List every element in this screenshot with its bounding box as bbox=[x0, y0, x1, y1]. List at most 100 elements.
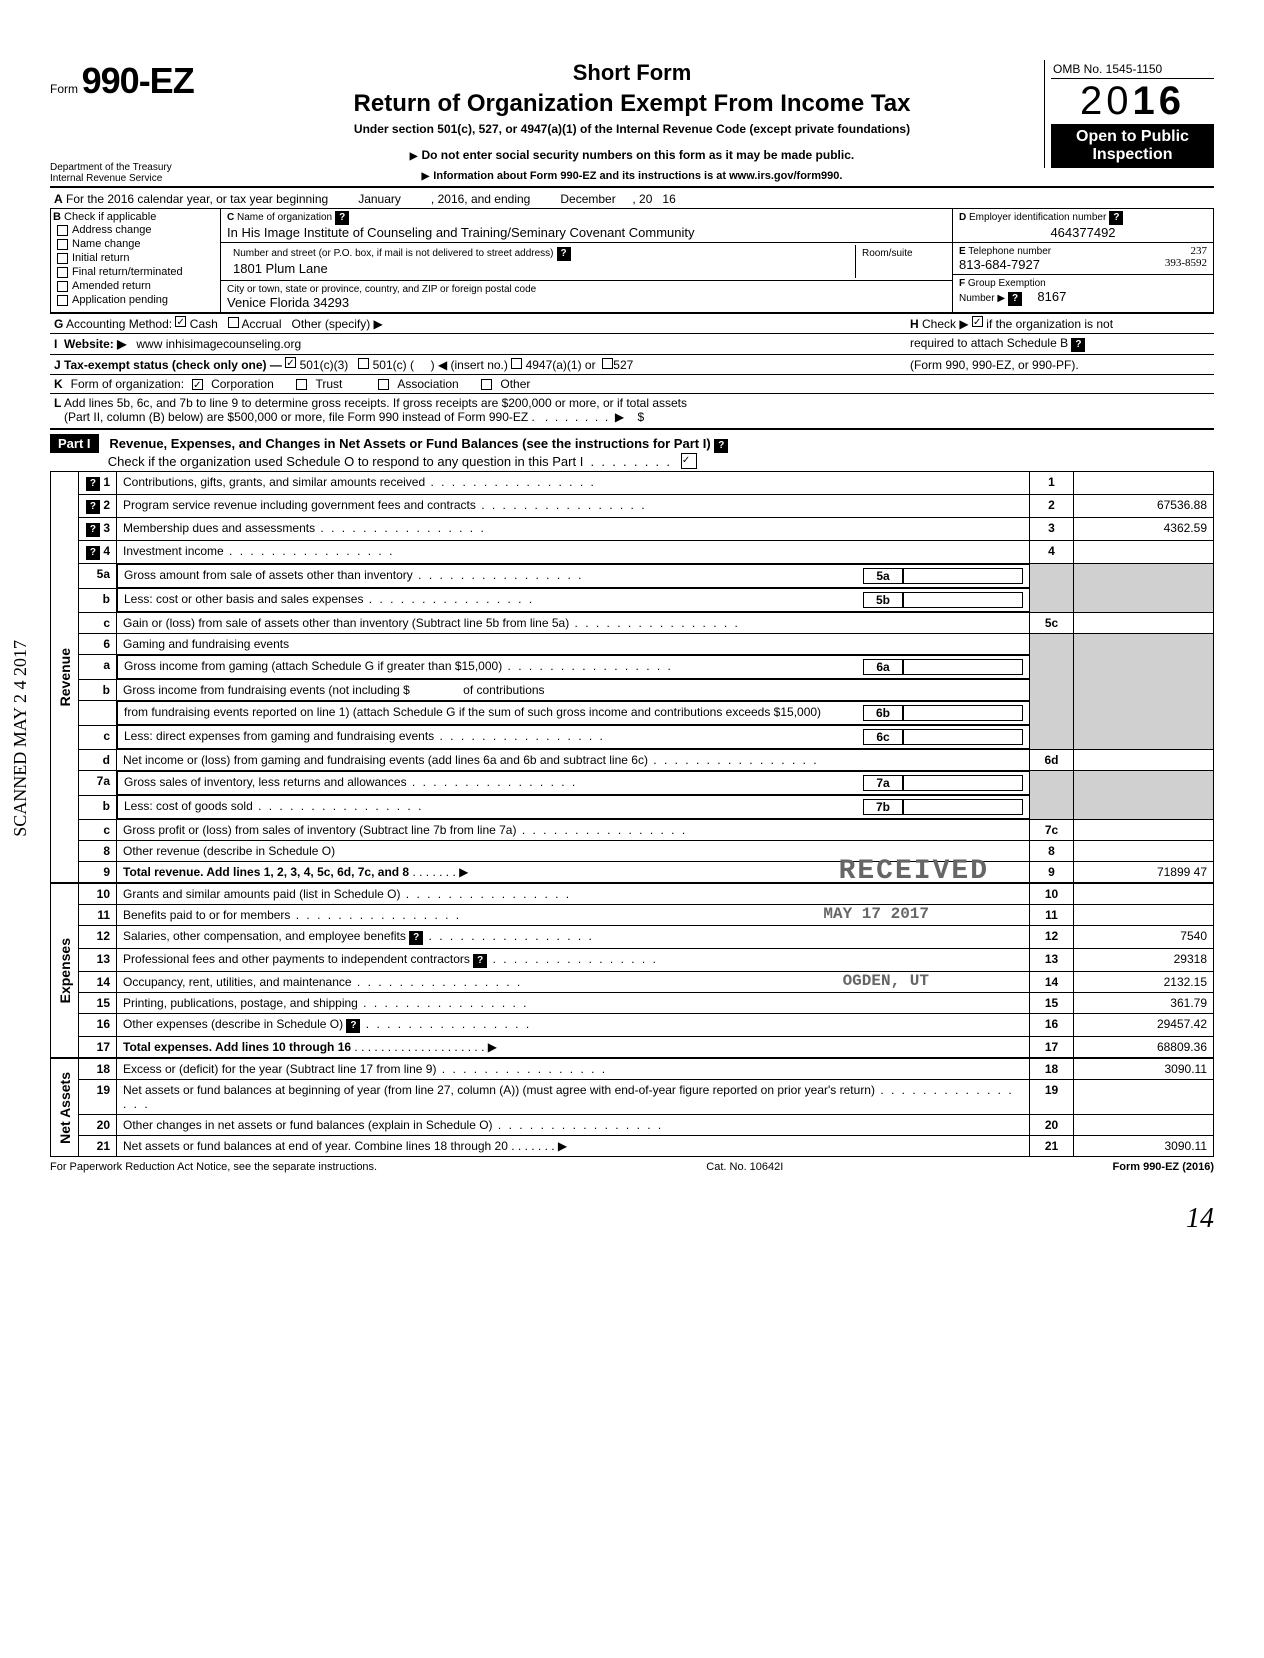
b-label: Check if applicable bbox=[64, 211, 156, 223]
revenue-table: ? 1Contributions, gifts, grants, and sim… bbox=[78, 471, 1214, 883]
info-line: Information about Form 990-EZ and its in… bbox=[230, 170, 1034, 182]
line-19-text: Net assets or fund balances at beginning… bbox=[117, 1080, 1030, 1115]
k-trust: Trust bbox=[315, 377, 342, 391]
cb-initial-return[interactable]: Initial return bbox=[53, 251, 218, 265]
cb-trust[interactable] bbox=[296, 379, 307, 390]
line-9-val: 71899 47 bbox=[1074, 862, 1214, 883]
line-5b-text: Less: cost or other basis and sales expe… bbox=[124, 592, 863, 608]
k-label: Form of organization: bbox=[71, 377, 184, 391]
form-header: Form 990-EZ Department of the Treasury I… bbox=[50, 60, 1214, 184]
h-text3: (Form 990, 990-EZ, or 990-PF). bbox=[910, 358, 1079, 372]
i-label: Website: ▶ bbox=[64, 337, 126, 351]
line-15-val: 361.79 bbox=[1074, 993, 1214, 1014]
cb-schedule-o[interactable] bbox=[681, 453, 697, 469]
col-c: C Name of organization ? In His Image In… bbox=[221, 209, 953, 312]
cb-501c3[interactable] bbox=[285, 357, 296, 368]
net-assets-label: Net Assets bbox=[55, 1068, 75, 1148]
b-item-2: Initial return bbox=[72, 252, 129, 264]
j-c: 501(c) ( bbox=[373, 358, 414, 372]
row-k: K Form of organization: Corporation Trus… bbox=[50, 374, 1214, 393]
footer-left: For Paperwork Reduction Act Notice, see … bbox=[50, 1161, 377, 1173]
line-18-val: 3090.11 bbox=[1074, 1059, 1214, 1080]
scanned-stamp: SCANNED MAY 2 4 2017 bbox=[10, 640, 31, 837]
expenses-section: Expenses 10Grants and similar amounts pa… bbox=[50, 883, 1214, 1058]
line-6-text: Gaming and fundraising events bbox=[117, 634, 1030, 655]
net-assets-table: 18Excess or (deficit) for the year (Subt… bbox=[78, 1058, 1214, 1157]
main-title: Return of Organization Exempt From Incom… bbox=[230, 90, 1034, 118]
line-7c-text: Gross profit or (loss) from sales of inv… bbox=[117, 820, 1030, 841]
b-item-0: Address change bbox=[72, 224, 152, 236]
part1-label: Part I bbox=[50, 434, 99, 453]
line-16: 16Other expenses (describe in Schedule O… bbox=[79, 1014, 1214, 1037]
line-13-val: 29318 bbox=[1074, 949, 1214, 972]
revenue-label: Revenue bbox=[55, 644, 75, 710]
open-to-public: Open to Public Inspection bbox=[1051, 124, 1214, 168]
footer: For Paperwork Reduction Act Notice, see … bbox=[50, 1161, 1214, 1173]
line-6a-text: Gross income from gaming (attach Schedul… bbox=[124, 659, 863, 675]
footer-right: Form 990-EZ (2016) bbox=[1113, 1161, 1214, 1173]
group-exemption: 8167 bbox=[1037, 289, 1066, 304]
help-icon: ? bbox=[335, 211, 349, 225]
line-9-text: Total revenue. Add lines 1, 2, 3, 4, 5c,… bbox=[123, 865, 409, 879]
ogden-stamp: OGDEN, UT bbox=[843, 972, 929, 990]
line-21-val: 3090.11 bbox=[1074, 1136, 1214, 1157]
row-gh: G Accounting Method: Cash Accrual Other … bbox=[50, 313, 1214, 333]
cb-527[interactable] bbox=[602, 358, 613, 369]
received-stamp: RECEIVED bbox=[839, 856, 989, 887]
line-5c-val bbox=[1074, 613, 1214, 634]
j-label: Tax-exempt status (check only one) — bbox=[64, 358, 282, 372]
form-number: 990-EZ bbox=[82, 60, 194, 101]
line-6b-text3: from fundraising events reported on line… bbox=[124, 705, 863, 721]
line-15: 15Printing, publications, postage, and s… bbox=[79, 993, 1214, 1014]
line-3-text: Membership dues and assessments bbox=[117, 518, 1030, 541]
cb-accrual[interactable] bbox=[228, 317, 239, 328]
dept-treasury: Department of the Treasury bbox=[50, 162, 220, 173]
cb-501c[interactable] bbox=[358, 358, 369, 369]
a-yr: 16 bbox=[662, 192, 675, 206]
handwritten-1: 237 bbox=[1191, 245, 1208, 257]
line-14-text: Occupancy, rent, utilities, and maintena… bbox=[123, 975, 522, 989]
line-17: 17Total expenses. Add lines 10 through 1… bbox=[79, 1037, 1214, 1058]
cb-amended-return[interactable]: Amended return bbox=[53, 279, 218, 293]
row-j: J Tax-exempt status (check only one) — 5… bbox=[50, 354, 1214, 374]
date-stamp: MAY 17 2017 bbox=[823, 905, 929, 923]
line-13: 13Professional fees and other payments t… bbox=[79, 949, 1214, 972]
line-17-text: Total expenses. Add lines 10 through 16 bbox=[123, 1040, 351, 1054]
a-text: For the 2016 calendar year, or tax year … bbox=[66, 192, 328, 206]
city-label: City or town, state or province, country… bbox=[227, 284, 536, 295]
cb-schedule-b[interactable] bbox=[972, 316, 983, 327]
line-5a-text: Gross amount from sale of assets other t… bbox=[124, 568, 863, 584]
tax-year: 2016 bbox=[1051, 79, 1214, 124]
cb-other-org[interactable] bbox=[481, 379, 492, 390]
cb-association[interactable] bbox=[378, 379, 389, 390]
top-grid: B Check if applicable Address change Nam… bbox=[50, 208, 1214, 313]
line-11-text: Benefits paid to or for members bbox=[123, 908, 461, 922]
cb-4947[interactable] bbox=[511, 358, 522, 369]
public-line2: Inspection bbox=[1053, 146, 1212, 164]
line-15-text: Printing, publications, postage, and shi… bbox=[117, 993, 1030, 1014]
line-17-val: 68809.36 bbox=[1074, 1037, 1214, 1058]
row-i: I Website: ▶ www inhisimagecounseling.or… bbox=[50, 333, 1214, 354]
cb-name-change[interactable]: Name change bbox=[53, 237, 218, 251]
omb-number: OMB No. 1545-1150 bbox=[1051, 60, 1214, 79]
h-text2: required to attach Schedule B bbox=[910, 336, 1068, 350]
line-16-val: 29457.42 bbox=[1074, 1014, 1214, 1037]
line-18: 18Excess or (deficit) for the year (Subt… bbox=[79, 1059, 1214, 1080]
line-7c-val bbox=[1074, 820, 1214, 841]
cb-cash[interactable] bbox=[175, 316, 186, 327]
city-val: Venice Florida 34293 bbox=[227, 295, 349, 310]
line-5a: 5aGross amount from sale of assets other… bbox=[79, 564, 1214, 589]
line-6b-text: Gross income from fundraising events (no… bbox=[123, 683, 410, 697]
help-icon: ? bbox=[346, 1019, 360, 1033]
help-icon: ? bbox=[714, 439, 728, 453]
j-ins: ) ◀ (insert no.) bbox=[431, 358, 508, 372]
cb-address-change[interactable]: Address change bbox=[53, 223, 218, 237]
cb-corporation[interactable] bbox=[192, 379, 203, 390]
line-7b-text: Less: cost of goods sold bbox=[124, 799, 863, 815]
cb-application-pending[interactable]: Application pending bbox=[53, 293, 218, 307]
a-end: , 20 bbox=[632, 192, 652, 206]
line-1-text: Contributions, gifts, grants, and simila… bbox=[117, 472, 1030, 495]
line-1: ? 1Contributions, gifts, grants, and sim… bbox=[79, 472, 1214, 495]
g-accrual: Accrual bbox=[241, 317, 281, 331]
cb-final-return[interactable]: Final return/terminated bbox=[53, 265, 218, 279]
